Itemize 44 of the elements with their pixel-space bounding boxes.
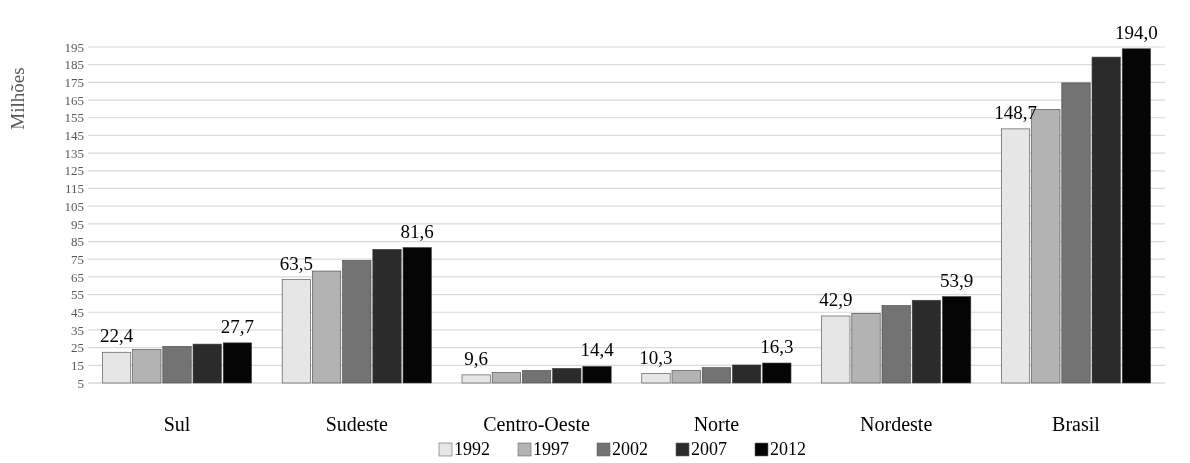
data-label: 194,0 [1115, 21, 1158, 43]
data-label: 63,5 [279, 252, 314, 274]
legend-label: 2012 [770, 439, 806, 459]
y-tick-label: 5 [77, 375, 84, 391]
legend-label: 2007 [691, 439, 727, 459]
x-tick-label: Brasil [1052, 413, 1101, 435]
y-tick-label: 75 [71, 251, 84, 267]
legend-label: 1997 [533, 439, 569, 459]
y-tick-label: 175 [64, 75, 84, 91]
data-label: 22,4 [99, 325, 134, 347]
y-tick-label: 25 [71, 340, 84, 356]
y-tick-label: 165 [64, 92, 84, 108]
data-label: 81,6 [400, 220, 434, 242]
data-label: 16,3 [760, 336, 794, 358]
legend-label: 1992 [454, 439, 490, 459]
data-label: 10,3 [639, 346, 673, 368]
x-tick-label: Sul [163, 413, 191, 435]
data-label: 27,7 [220, 315, 255, 337]
y-tick-label: 95 [71, 216, 84, 232]
y-tick-label: 185 [64, 57, 84, 73]
y-tick-label: 65 [71, 269, 84, 285]
y-tick-label: 125 [64, 163, 84, 179]
data-label: 53,9 [939, 269, 974, 291]
y-axis-title: Milhões [7, 67, 28, 130]
y-tick-label: 115 [64, 181, 84, 197]
y-tick-label: 45 [71, 304, 84, 320]
x-tick-label: Nordeste [860, 413, 933, 435]
y-tick-label: 155 [64, 110, 84, 126]
legend-label: 2002 [612, 439, 648, 459]
data-label: 14,4 [580, 339, 615, 361]
data-label: 42,9 [819, 288, 853, 310]
y-tick-label: 35 [71, 322, 84, 338]
x-tick-label: Centro-Oeste [483, 413, 591, 435]
y-tick-label: 135 [64, 145, 84, 161]
data-label: 9,6 [464, 347, 489, 369]
y-tick-label: 55 [71, 287, 84, 303]
y-tick-label: 105 [64, 198, 84, 214]
y-tick-label: 195 [64, 39, 84, 55]
data-label: 148,7 [994, 101, 1037, 123]
x-tick-label: Sudeste [325, 413, 389, 435]
y-tick-label: 145 [64, 128, 84, 144]
y-tick-label: 85 [71, 234, 84, 250]
y-tick-label: 15 [71, 357, 84, 373]
x-tick-label: Norte [693, 413, 740, 435]
